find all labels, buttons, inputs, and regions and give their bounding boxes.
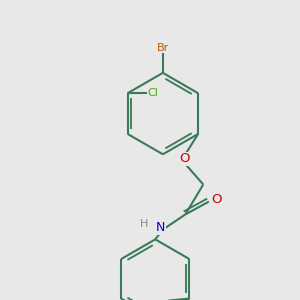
- Text: Br: Br: [157, 43, 169, 52]
- Text: Cl: Cl: [148, 88, 159, 98]
- Text: N: N: [156, 221, 165, 234]
- Text: O: O: [211, 193, 222, 206]
- Text: H: H: [140, 219, 148, 230]
- Text: O: O: [180, 152, 190, 165]
